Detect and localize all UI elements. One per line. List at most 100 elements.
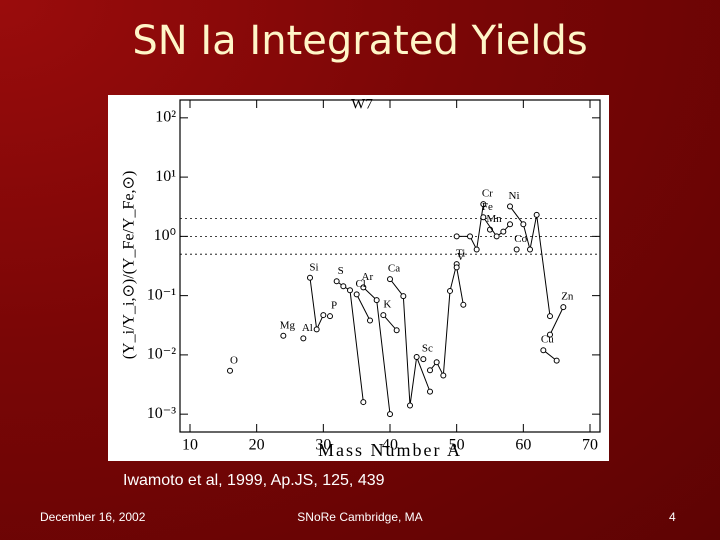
plot-area: [227, 201, 567, 418]
data-point: [507, 221, 513, 228]
series-line: [336, 280, 364, 403]
data-point: [307, 274, 313, 281]
data-point: [333, 278, 340, 285]
chart: W7 Mass Number A (Y_i/Y_i,⊙)/(Y_Fe/Y_Fe,…: [108, 95, 609, 461]
element-label: V: [457, 251, 465, 263]
data-point: [480, 201, 487, 208]
data-point: [427, 388, 433, 395]
data-point: [453, 264, 460, 271]
data-point: [313, 326, 320, 333]
y-tick-label: 10⁻³: [147, 405, 176, 422]
data-point: [507, 203, 513, 210]
element-label: K: [383, 299, 391, 311]
element-label: Cu: [541, 334, 554, 346]
data-point: [327, 313, 333, 320]
x-axis-label: Mass Number A: [318, 440, 462, 460]
element-label: Mg: [280, 319, 296, 331]
x-tick-label: 10: [182, 437, 198, 454]
element-label: Fe: [482, 201, 493, 213]
data-point: [547, 331, 553, 338]
element-label: Cl: [355, 278, 365, 290]
footer-venue: SNoRe Cambridge, MA: [297, 510, 423, 524]
y-tick-label: 10⁻¹: [147, 286, 176, 303]
x-tick-label: 40: [382, 437, 398, 454]
data-point: [560, 304, 567, 311]
data-point: [340, 283, 347, 290]
element-label: S: [338, 265, 344, 277]
y-axis-label: (Y_i/Y_i,⊙)/(Y_Fe/Y_Fe,⊙): [121, 171, 138, 360]
data-point: [500, 228, 507, 235]
data-point: [413, 354, 420, 361]
series-line: [456, 204, 484, 252]
element-label: Si: [309, 261, 318, 273]
element-label: O: [230, 354, 238, 366]
x-tick-label: 30: [315, 437, 331, 454]
data-point: [547, 313, 553, 320]
data-point: [367, 317, 373, 324]
data-point: [527, 246, 533, 253]
data-point: [373, 297, 380, 304]
element-label: Ni: [509, 190, 520, 202]
y-tick-label: 10²: [155, 109, 176, 126]
y-tick-label: 10⁰: [154, 227, 176, 244]
element-label: Ca: [388, 263, 400, 275]
data-point: [480, 214, 487, 221]
data-point: [360, 284, 367, 291]
chart-background: [108, 95, 609, 461]
data-point: [467, 233, 473, 240]
data-point: [353, 291, 360, 298]
element-label: Ar: [362, 271, 374, 283]
data-point: [440, 372, 447, 379]
series-line: [356, 294, 371, 321]
data-point: [347, 287, 353, 294]
data-point: [360, 399, 367, 406]
y-tick-label: 10¹: [155, 168, 176, 185]
data-point: [447, 287, 453, 294]
series-line: [549, 306, 564, 335]
x-tick-label: 50: [449, 437, 465, 454]
chart-title: W7: [351, 96, 373, 112]
data-point: [553, 357, 560, 364]
element-label: Sc: [422, 343, 433, 355]
series-line: [382, 314, 398, 331]
data-point: [453, 233, 460, 240]
element-label: Co: [514, 233, 527, 245]
data-point: [427, 367, 433, 374]
data-point: [227, 367, 233, 374]
x-tick-label: 70: [582, 437, 598, 454]
data-point: [380, 312, 387, 319]
element-label: Cr: [482, 188, 493, 200]
element-label: Mn: [486, 213, 502, 225]
footer-date: December 16, 2002: [40, 510, 146, 524]
data-point: [493, 233, 500, 240]
footer-page: 4: [669, 510, 676, 524]
data-point: [533, 211, 540, 218]
data-point: [520, 221, 527, 228]
data-point: [393, 327, 400, 334]
element-label: Ti: [456, 248, 465, 260]
data-point: [513, 246, 520, 253]
series-line: [456, 267, 464, 305]
x-tick-label: 20: [249, 437, 265, 454]
data-point: [387, 276, 393, 283]
caption: Iwamoto et al, 1999, Ap.JS, 125, 439: [123, 472, 385, 489]
element-label: P: [331, 300, 337, 312]
data-point: [300, 335, 307, 342]
data-point: [540, 347, 547, 354]
data-point: [473, 246, 480, 253]
data-point: [400, 293, 407, 300]
element-label: Zn: [561, 291, 574, 303]
data-point: [387, 411, 393, 418]
data-point: [420, 356, 427, 363]
series-line: [482, 216, 511, 238]
element-label: Al: [302, 322, 313, 334]
data-point: [280, 332, 287, 339]
data-point: [433, 359, 440, 366]
data-point: [320, 312, 327, 319]
data-point: [407, 402, 413, 409]
data-point: [460, 301, 467, 308]
y-tick-label: 10⁻²: [147, 346, 176, 363]
slide-title: SN Ia Integrated Yields: [132, 18, 588, 64]
x-tick-label: 60: [515, 437, 531, 454]
